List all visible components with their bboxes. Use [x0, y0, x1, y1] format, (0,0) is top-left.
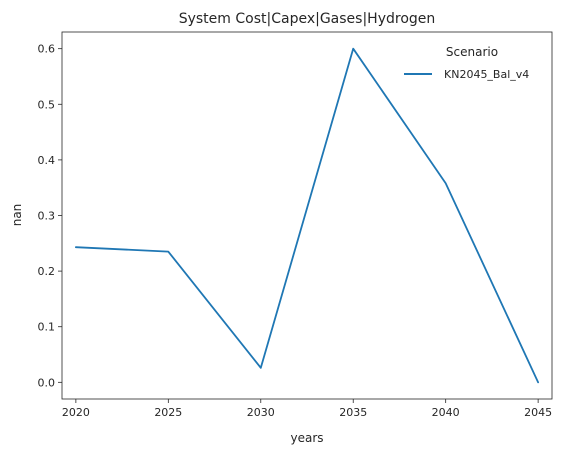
- x-axis-label: years: [290, 431, 323, 445]
- legend: Scenario KN2045_Bal_v4: [404, 45, 529, 81]
- y-tick-label: 0.3: [38, 210, 56, 223]
- legend-label: KN2045_Bal_v4: [444, 68, 529, 81]
- x-tick-label: 2045: [524, 406, 552, 419]
- x-tick-label: 2025: [154, 406, 182, 419]
- chart-title: System Cost|Capex|Gases|Hydrogen: [179, 11, 436, 27]
- y-tick-label: 0.1: [38, 321, 56, 334]
- y-tick-label: 0.0: [38, 376, 56, 389]
- y-tick-label: 0.2: [38, 265, 56, 278]
- y-tick-label: 0.6: [38, 43, 56, 56]
- x-tick-label: 2040: [432, 406, 460, 419]
- y-axis-label: nan: [10, 204, 24, 227]
- x-tick-label: 2030: [247, 406, 275, 419]
- series-layer: [74, 47, 540, 384]
- legend-title: Scenario: [446, 45, 498, 59]
- y-tick-label: 0.5: [38, 98, 56, 111]
- x-tick-label: 2035: [339, 406, 367, 419]
- series-line: [74, 47, 540, 384]
- x-axis: 2020 2025 2030 2035 2040 2045: [62, 399, 552, 419]
- x-tick-label: 2020: [62, 406, 90, 419]
- y-axis: 0.0 0.1 0.2 0.3 0.4 0.5 0.6: [38, 43, 62, 389]
- plot-frame: [61, 31, 553, 400]
- y-tick-label: 0.4: [38, 154, 56, 167]
